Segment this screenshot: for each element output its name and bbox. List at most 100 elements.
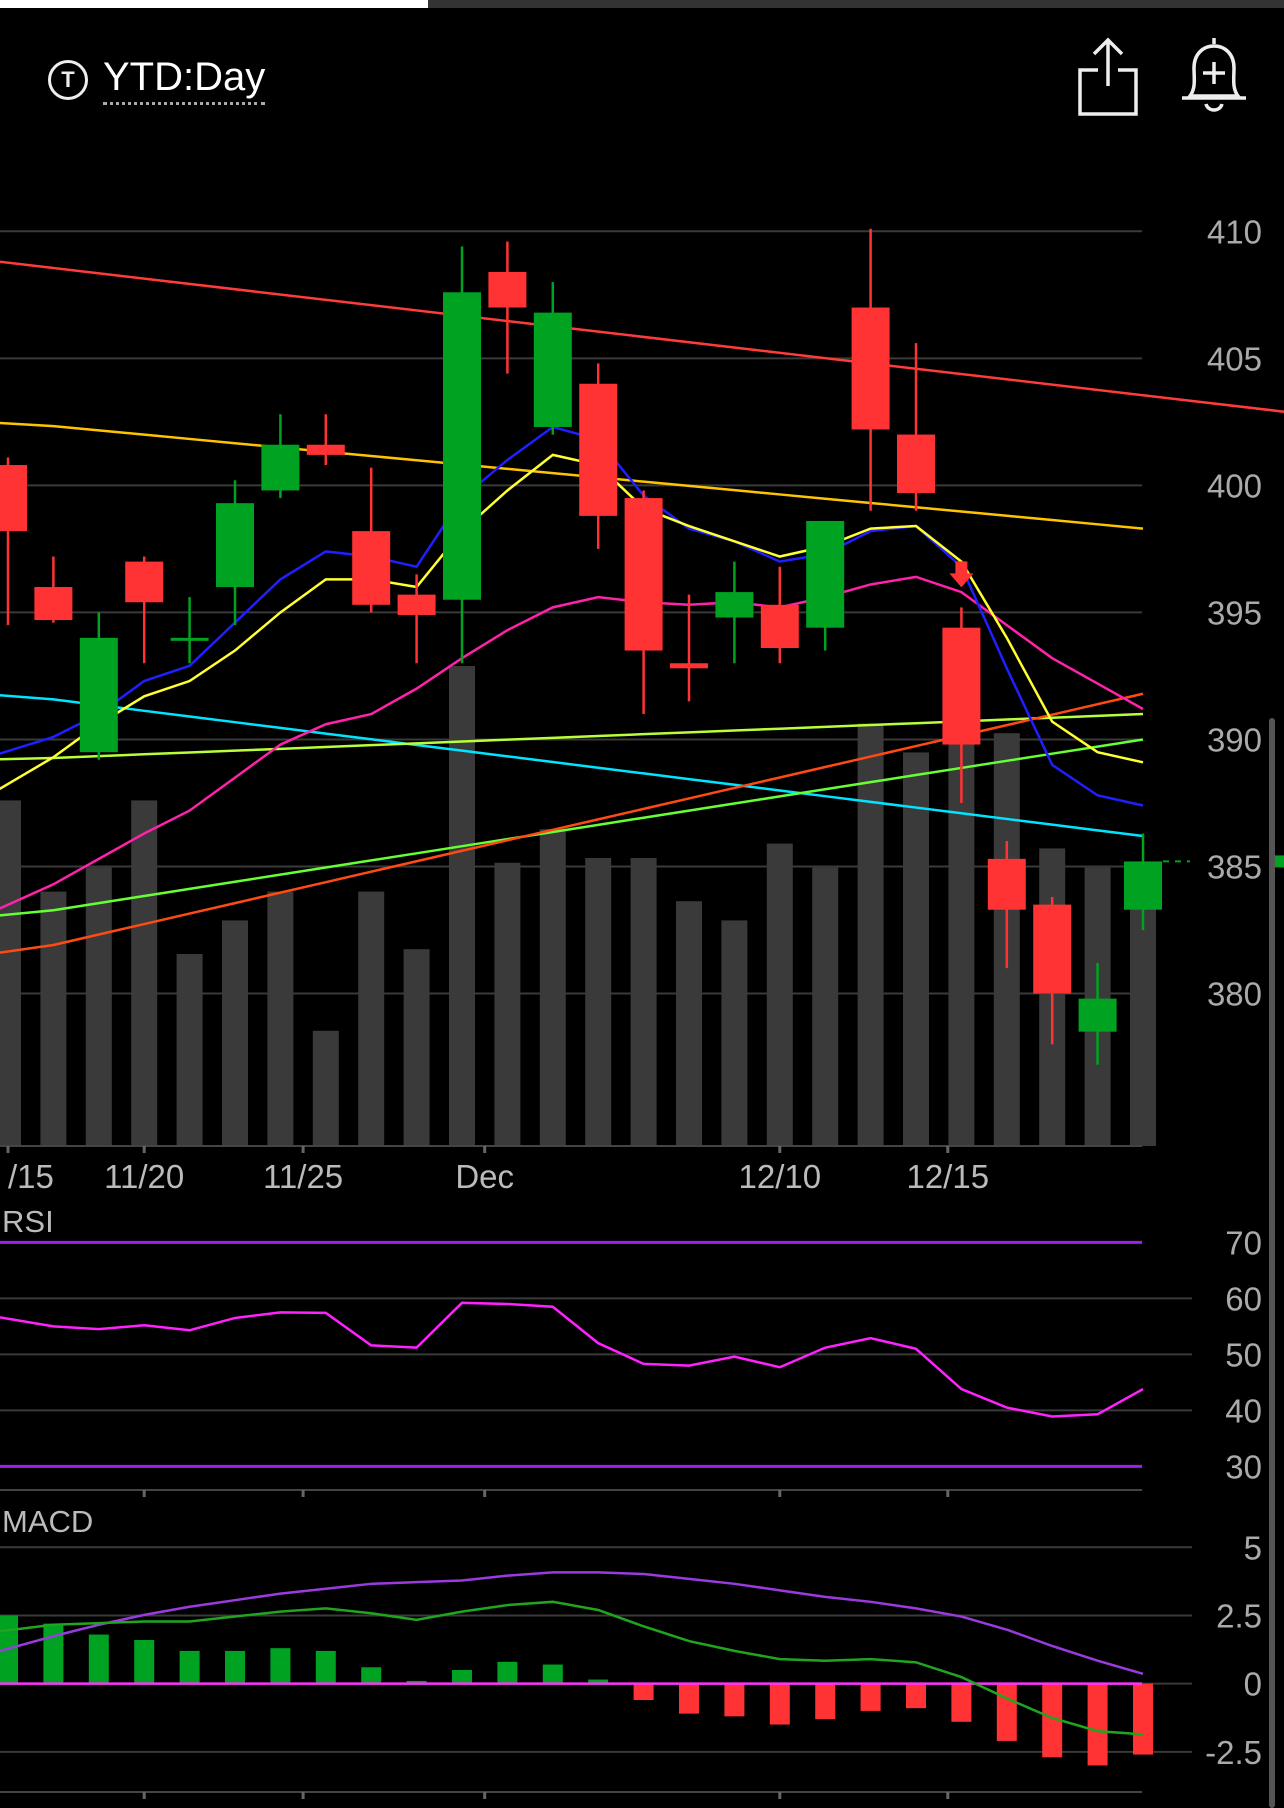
moving-average-line: [0, 738, 1144, 917]
candle-down: [670, 663, 708, 669]
macd-histogram-bar: [1087, 1683, 1108, 1766]
candle-down: [34, 587, 73, 621]
volume-bar: [630, 858, 657, 1146]
candle-down: [306, 444, 345, 455]
macd-histogram-bar: [88, 1634, 109, 1684]
volume-bar: [358, 891, 385, 1146]
price-axis-label: 380: [1207, 976, 1262, 1013]
date-axis-label: 11/25: [263, 1158, 343, 1195]
candle-down: [397, 594, 436, 615]
macd-line: [0, 1600, 1144, 1736]
macd-histogram-bar: [769, 1683, 790, 1725]
candlesticks: [0, 228, 1162, 1065]
macd-histogram-bar: [361, 1667, 382, 1684]
period-selector[interactable]: T YTD:Day: [48, 50, 266, 110]
price-axis-label: 410: [1207, 213, 1262, 250]
macd-histogram-bar: [1042, 1683, 1063, 1758]
date-axis-label: 12/15: [906, 1158, 989, 1195]
volume-bar: [721, 920, 748, 1146]
candle-up: [715, 592, 754, 618]
macd-histogram-bar: [996, 1683, 1017, 1741]
progress-bar: [0, 0, 1284, 8]
candle-up: [806, 520, 845, 628]
volume-bar: [403, 949, 430, 1146]
macd-title: MACD: [2, 1504, 93, 1539]
macd-histogram: [0, 1615, 1153, 1766]
period-t-icon: T: [48, 60, 88, 100]
macd-histogram-bar: [315, 1650, 336, 1684]
moving-average-line: [0, 694, 1144, 838]
volume-bar: [539, 829, 566, 1146]
volume-bar: [812, 867, 839, 1146]
macd-axis-label: 2.5: [1216, 1597, 1262, 1634]
volume-bar: [494, 862, 521, 1146]
volume-bar: [85, 867, 112, 1146]
candle-up: [1078, 998, 1117, 1032]
macd-histogram-bar: [815, 1683, 836, 1720]
scrollbar: [1269, 718, 1275, 1808]
macd-histogram-bar: [43, 1623, 64, 1684]
moving-average-line: [0, 453, 1144, 791]
price-axis-label: 400: [1207, 467, 1262, 504]
macd-histogram-bar: [679, 1683, 699, 1714]
price-axis-label: 395: [1207, 594, 1262, 631]
volume-bar: [857, 723, 884, 1146]
candle-up: [533, 312, 572, 427]
candle-down: [942, 627, 981, 745]
rsi-line: [0, 1301, 1144, 1418]
macd-histogram-bar: [225, 1650, 245, 1684]
volume-bar: [0, 800, 21, 1146]
price-axis-label: 385: [1207, 849, 1262, 886]
macd-histogram-bar: [633, 1683, 654, 1700]
macd-histogram-bar: [951, 1683, 972, 1722]
macd-histogram-bar: [860, 1683, 881, 1711]
share-icon[interactable]: [1076, 34, 1140, 120]
candle-down: [1033, 904, 1072, 994]
rsi-axis-label: 50: [1225, 1336, 1262, 1373]
candle-up: [261, 444, 300, 491]
macd-signal-line: [0, 1571, 1144, 1676]
candle-up: [443, 292, 481, 600]
macd-histogram-bar: [906, 1683, 926, 1709]
volume-bars: [0, 666, 1156, 1146]
candle-up: [216, 503, 254, 588]
candle-down: [897, 434, 935, 494]
alert-bell-plus-icon[interactable]: [1178, 34, 1250, 120]
rsi-axis-label: 70: [1225, 1224, 1262, 1261]
candle-up: [79, 637, 118, 753]
period-label[interactable]: YTD:Day: [103, 55, 266, 105]
candle-up: [170, 637, 209, 641]
rsi-axis-label: 40: [1225, 1392, 1262, 1429]
volume-bar: [766, 843, 793, 1146]
candle-down: [987, 858, 1026, 910]
macd-histogram-bar: [134, 1640, 155, 1684]
candle-down: [488, 271, 527, 308]
volume-bar: [267, 891, 294, 1146]
volume-bar: [676, 901, 702, 1146]
sell-signal-arrow-icon: [949, 561, 974, 588]
volume-bar: [903, 752, 929, 1146]
macd-histogram-bar: [452, 1670, 472, 1684]
candle-down: [125, 561, 164, 603]
volume-bar: [585, 858, 612, 1146]
macd-axis-label: 0: [1244, 1666, 1262, 1703]
candle-down: [0, 465, 27, 532]
date-axis-label: 11/20: [104, 1158, 184, 1195]
trendline: [0, 260, 1284, 413]
rsi-axis-label: 60: [1225, 1280, 1262, 1317]
candle-down: [579, 383, 618, 516]
candle-down: [624, 498, 663, 651]
volume-bar: [131, 800, 158, 1146]
macd-histogram-bar: [542, 1664, 563, 1684]
macd-histogram-bar: [406, 1680, 427, 1684]
date-axis-label: 12/10: [739, 1158, 822, 1195]
moving-average-line: [0, 575, 1144, 910]
moving-average-line: [0, 421, 1144, 530]
candle-down: [352, 531, 391, 605]
volume-bar: [40, 891, 67, 1146]
date-axis-label: /15: [8, 1158, 54, 1195]
rsi-title: RSI: [2, 1204, 54, 1239]
macd-axis-label: 5: [1244, 1529, 1262, 1566]
candle-down: [760, 604, 799, 648]
